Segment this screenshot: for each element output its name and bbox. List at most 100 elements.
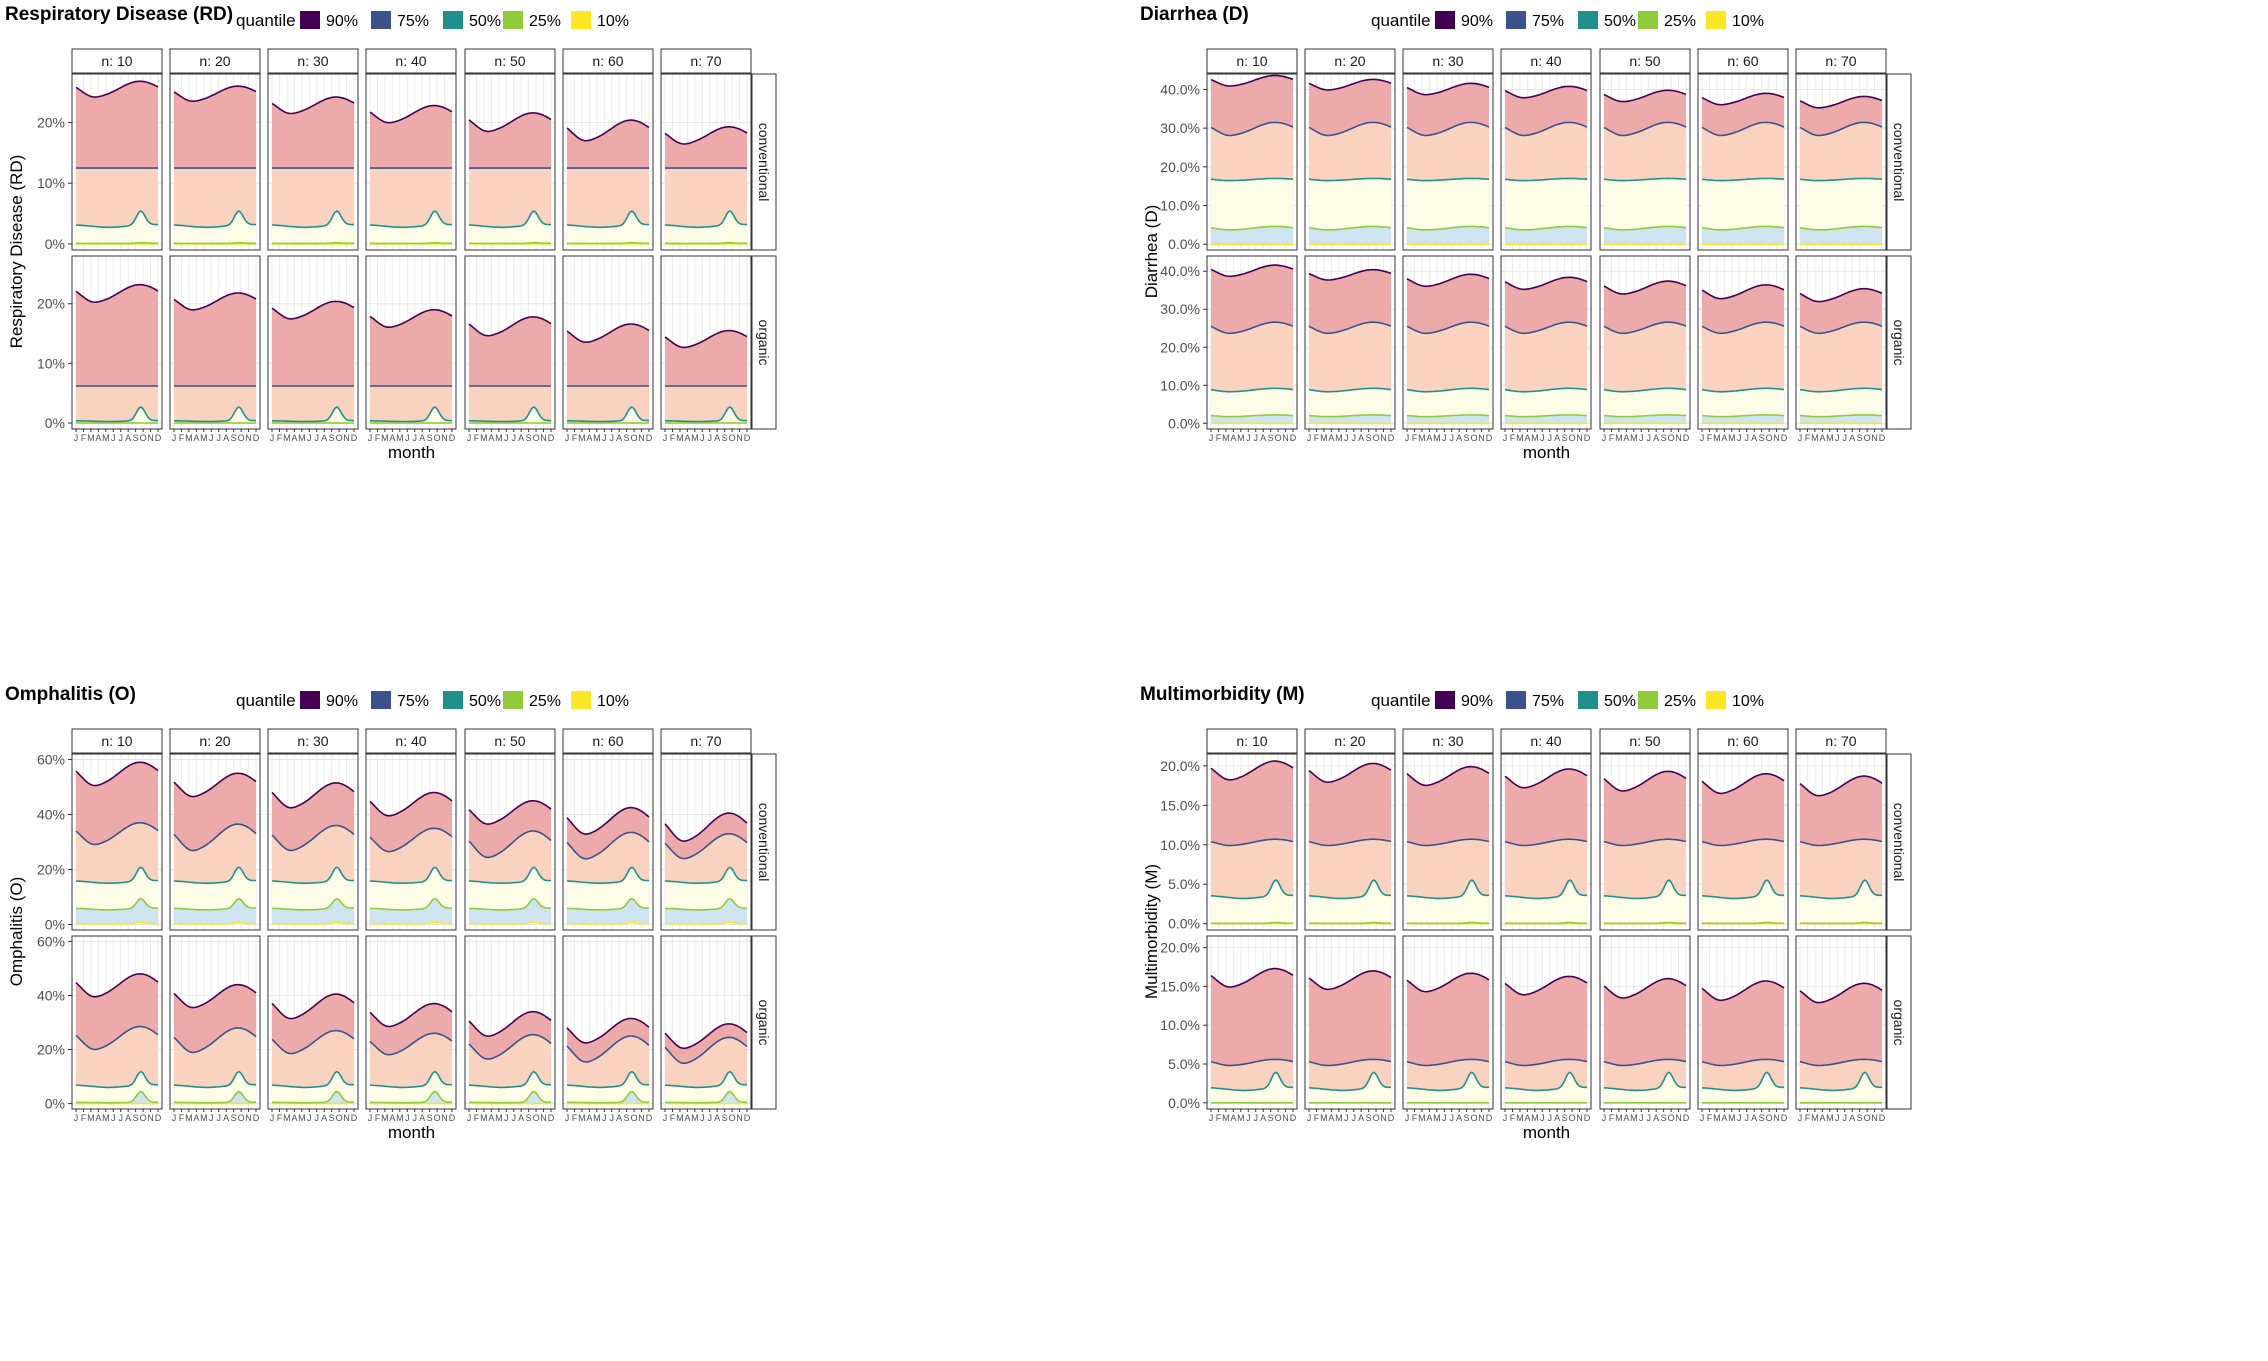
x-tick-label: F xyxy=(670,1113,676,1123)
quantile-line-q25 xyxy=(1309,921,1391,925)
x-tick-label: J xyxy=(467,433,472,443)
facet-strip-column xyxy=(562,728,654,754)
facet-strip-label: n: 60 xyxy=(1727,733,1758,749)
band-q50-q25 xyxy=(1702,178,1784,230)
band-q75-q50 xyxy=(1702,122,1784,181)
x-tick-label: N xyxy=(1576,1113,1583,1123)
quantile-line-q25 xyxy=(1799,414,1882,418)
quantile-line-q25 xyxy=(1505,921,1587,925)
x-tick-label: J xyxy=(314,1113,319,1123)
band-q90-q75 xyxy=(272,97,354,169)
x-tick-label: F xyxy=(375,433,381,443)
facet-strip-column xyxy=(562,48,654,74)
quantile-line-q50 xyxy=(1603,387,1687,393)
chart-section-4: Multimorbidity (M) quantile 90% 75% 50% 25% 10… xyxy=(1140,684,1912,1142)
legend-key-50pct xyxy=(443,11,463,29)
y-tick-label: 0.0% xyxy=(1168,1095,1200,1111)
quantile-line-q75 xyxy=(468,1033,552,1060)
quantile-line-q25 xyxy=(1407,921,1489,925)
panel-conventional-2 xyxy=(1304,73,1396,251)
x-tick-label: D xyxy=(1781,1113,1788,1123)
band-q90-q75 xyxy=(1702,773,1784,846)
quantile-line-q90 xyxy=(173,292,257,311)
band-q90-q75 xyxy=(1309,970,1391,1066)
panel-border xyxy=(464,753,556,931)
x-tick-label: J xyxy=(1798,1113,1803,1123)
x-tick-label: S xyxy=(231,433,237,443)
quantile-line-q50 xyxy=(468,210,551,229)
band-q50-q25 xyxy=(1505,178,1587,230)
band-q75-q50 xyxy=(1604,122,1686,181)
quantile-line-q90 xyxy=(75,283,159,304)
band-q50-q25 xyxy=(174,867,256,910)
x-tick-label: M xyxy=(1531,433,1539,443)
x-tick-label: F xyxy=(474,1113,480,1123)
band-q50-q25 xyxy=(1407,178,1489,230)
x-tick-label: A xyxy=(1426,1113,1432,1123)
panel-border xyxy=(71,935,163,1110)
x-tick-label: S xyxy=(526,1113,532,1123)
x-tick-label: A xyxy=(1230,1113,1236,1123)
legend-key-10pct xyxy=(1706,11,1726,29)
panel-border xyxy=(1304,255,1396,430)
quantile-line-q50 xyxy=(468,866,551,884)
band-q90-q75 xyxy=(1407,766,1489,846)
band-q25-q10 xyxy=(76,898,158,924)
x-tick-label: A xyxy=(684,433,690,443)
quantile-line-q90 xyxy=(468,112,552,133)
band-q90-q75 xyxy=(1702,93,1784,136)
quantile-line-q25 xyxy=(1701,225,1785,231)
x-tick-label: J xyxy=(707,433,712,443)
y-axis-label: Diarrhea (D) xyxy=(1142,205,1161,299)
band-q75-q50 xyxy=(174,168,256,228)
quantile-line-q25 xyxy=(271,897,354,911)
panel-conventional-4 xyxy=(1500,753,1592,931)
legend-key-75pct xyxy=(1506,691,1526,709)
band-q75-q50 xyxy=(370,386,452,422)
chart-title: Respiratory Disease (RD) xyxy=(5,4,233,25)
band-q50-q25 xyxy=(1309,388,1391,417)
band-q90-q75 xyxy=(1505,277,1587,334)
chart-section-2: Diarrhea (D) quantile 90% 75% 50% 25% 10% Diarr… xyxy=(1140,4,1912,462)
band-q50-q25 xyxy=(1800,178,1882,230)
x-tick-label: N xyxy=(1675,1113,1682,1123)
quantile-line-q75 xyxy=(1210,1058,1294,1067)
x-tick-label: J xyxy=(1449,1113,1454,1123)
panel-border xyxy=(1402,73,1494,251)
quantile-line-q50 xyxy=(566,866,649,884)
legend-label: 50% xyxy=(1604,13,1636,30)
x-tick-label: J xyxy=(609,1113,614,1123)
y-tick-label: 10% xyxy=(37,355,65,371)
band-q50-q25 xyxy=(76,867,158,910)
band-q90-q75 xyxy=(370,309,452,386)
quantile-line-q90 xyxy=(1210,760,1294,781)
x-tick-label: N xyxy=(540,1113,547,1123)
quantile-line-q90 xyxy=(1504,975,1588,996)
band-q25-q10 xyxy=(1407,226,1489,245)
x-tick-label: M xyxy=(691,1113,699,1123)
panel-conventional-3 xyxy=(1402,73,1494,251)
x-tick-label: J xyxy=(1602,1113,1607,1123)
quantile-line-q90 xyxy=(173,983,257,1009)
y-tick-label: 20.0% xyxy=(1160,159,1200,175)
x-tick-label: M xyxy=(298,1113,306,1123)
quantile-line-q75 xyxy=(1308,321,1392,335)
quantile-line-q25 xyxy=(76,1090,158,1104)
x-tick-label: N xyxy=(245,1113,252,1123)
quantile-line-q10 xyxy=(174,921,256,925)
band-q25-q10 xyxy=(1211,226,1293,245)
x-tick-label: J xyxy=(118,1113,123,1123)
panel-border xyxy=(1697,935,1789,1110)
quantile-line-q75 xyxy=(468,830,552,859)
x-tick-label: J xyxy=(1209,1113,1214,1123)
x-tick-label: S xyxy=(526,433,532,443)
quantile-line-q75 xyxy=(1308,1058,1392,1067)
band-q75-q50 xyxy=(1211,322,1293,392)
x-tick-label: J xyxy=(1744,433,1749,443)
x-tick-label: M xyxy=(200,433,208,443)
x-tick-label: F xyxy=(474,433,480,443)
panel-border xyxy=(1599,935,1691,1110)
y-tick-label: 20% xyxy=(37,862,65,878)
